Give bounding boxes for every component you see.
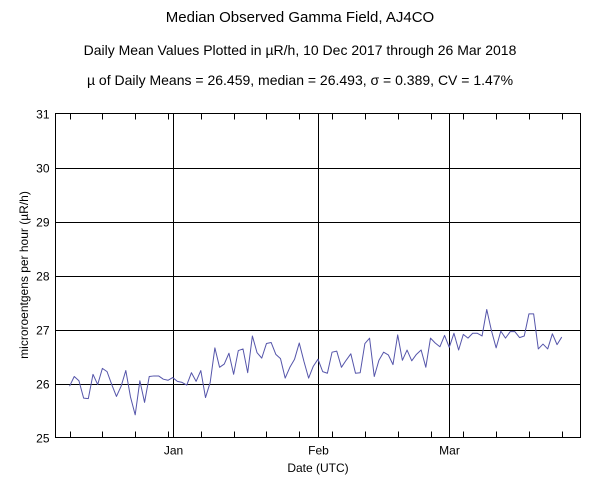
- y-tick-label: 26: [36, 378, 50, 392]
- x-tick-label: Jan: [164, 444, 183, 458]
- grid-lines: [55, 113, 581, 438]
- y-axis-label: microroentgens per hour (µR/h): [17, 191, 31, 359]
- chart-stats: µ of Daily Means = 26.459, median = 26.4…: [86, 72, 514, 88]
- y-tick-label: 31: [36, 108, 50, 122]
- y-tick-label: 30: [36, 162, 50, 176]
- plot-frame: [55, 113, 581, 438]
- series-line: [69, 309, 563, 416]
- x-axis-label: Date (UTC): [287, 461, 348, 475]
- x-tick-labels: Jan Feb Mar: [164, 444, 460, 458]
- y-tick-label: 27: [36, 324, 50, 338]
- y-tick-labels: 25 26 27 28 29 30 31: [36, 108, 50, 446]
- y-tick-label: 28: [36, 270, 50, 284]
- minor-ticks: [70, 113, 563, 438]
- y-tick-label: 29: [36, 216, 50, 230]
- x-tick-label: Feb: [308, 444, 329, 458]
- chart-subtitle: Daily Mean Values Plotted in µR/h, 10 De…: [83, 42, 517, 58]
- chart-title: Median Observed Gamma Field, AJ4CO: [165, 9, 435, 26]
- x-tick-label: Mar: [439, 444, 460, 458]
- y-tick-label: 25: [36, 432, 50, 446]
